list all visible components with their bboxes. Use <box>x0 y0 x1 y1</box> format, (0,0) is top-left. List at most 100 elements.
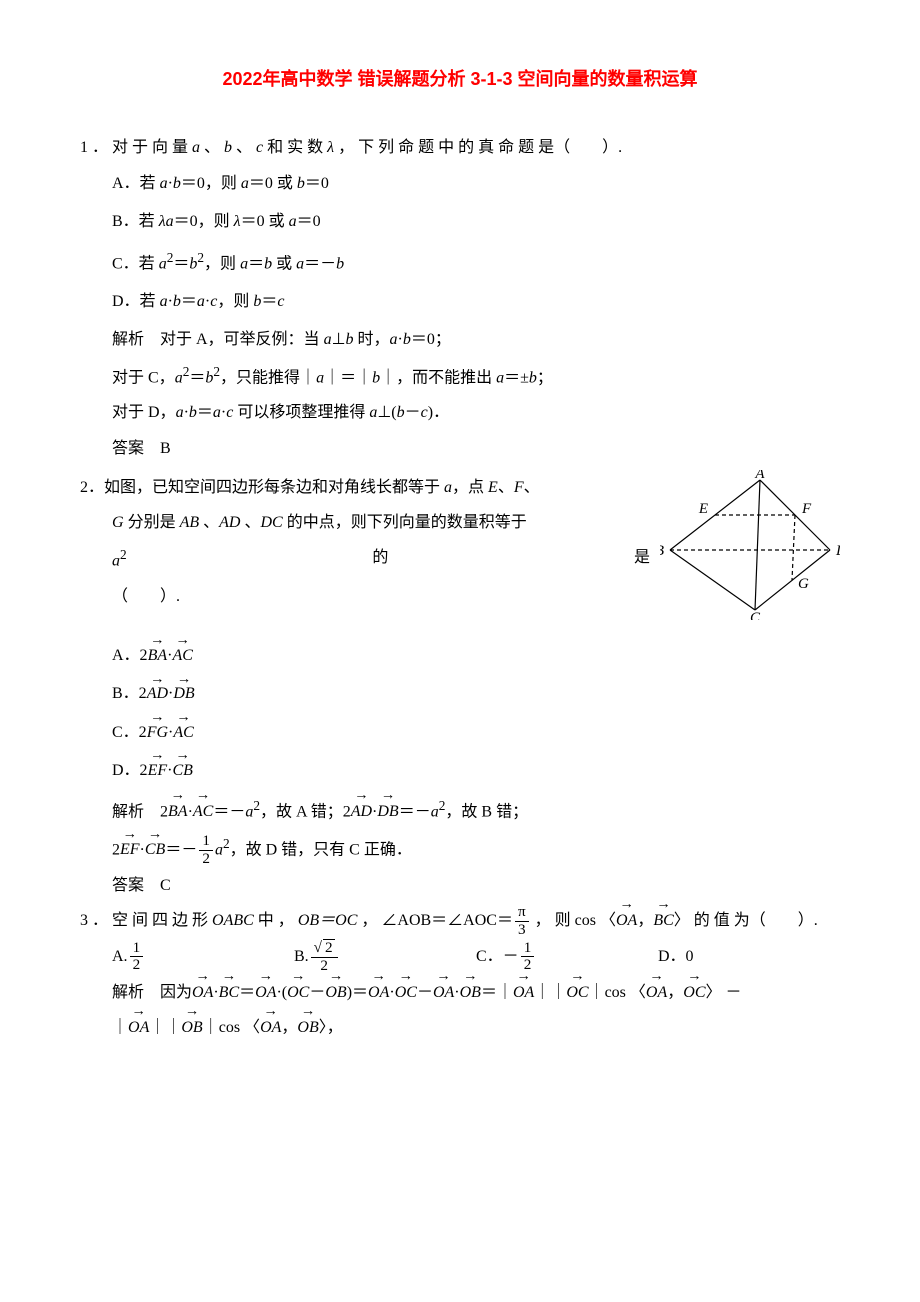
q3-analysis-2: ｜OA｜｜OB｜cos 〈OA，OB〉， <box>80 1010 840 1045</box>
q1-stem: 1 ． 对 于 向 量 a 、 b 、 c 和 实 数 λ ， 下 列 命 题 … <box>80 130 840 165</box>
var: a <box>213 404 221 421</box>
vec: OA <box>128 1010 149 1045</box>
var-a: a <box>192 139 200 156</box>
var: a <box>166 213 174 230</box>
var: a <box>324 331 332 348</box>
txt: ，则 <box>204 255 240 272</box>
txt: ＝0 或 <box>249 175 297 192</box>
var: a <box>159 255 167 272</box>
var-b: b <box>224 139 232 156</box>
var: DC <box>260 514 282 531</box>
txt: ｜ <box>165 1019 181 1036</box>
q2-stem: 2．如图，已知空间四边形每条边和对角线长都等于 a，点 E、F、 <box>80 470 650 505</box>
question-2: 2．如图，已知空间四边形每条边和对角线长都等于 a，点 E、F、 G 分别是 A… <box>80 470 840 633</box>
vec: OA <box>646 975 667 1010</box>
vec: EF <box>148 752 168 790</box>
txt: 时， <box>354 331 390 348</box>
txt: 中 ， <box>254 912 298 929</box>
txt: ｜＝｜ <box>324 369 372 386</box>
txt: 对于 D， <box>112 404 176 421</box>
txt: ， <box>667 984 683 1001</box>
num: 2 <box>323 939 335 957</box>
txt: 、 <box>524 479 540 496</box>
txt: 〉 <box>706 984 722 1001</box>
vec: OB <box>325 975 346 1010</box>
lbl-a: A <box>754 470 765 482</box>
vec: BA <box>168 794 188 829</box>
var: λ <box>159 213 166 230</box>
var: a <box>369 404 377 421</box>
var: a <box>390 331 398 348</box>
txt: D．2 <box>112 762 148 779</box>
txt: 或 <box>272 255 296 272</box>
var: a <box>431 803 439 820</box>
num: π <box>515 904 529 922</box>
vec: AD <box>351 794 372 829</box>
q2-answer: 答案 C <box>80 868 840 903</box>
txt: ｜ <box>149 1019 165 1036</box>
txt: ，则 <box>217 293 253 310</box>
vec: OC <box>395 975 417 1010</box>
txt: 1 ． 对 于 向 量 <box>80 139 192 156</box>
txt: ＝ <box>352 984 368 1001</box>
txt: ，故 B 错； <box>445 803 528 820</box>
q2-stem2: G 分别是 AB 、AD 、DC 的中点，则下列向量的数量积等于 <box>80 505 650 540</box>
txt: ｜ <box>550 984 566 1001</box>
vec: EF <box>120 832 140 867</box>
txt: ＝0； <box>411 331 451 348</box>
txt: ｜，而不能推出 <box>380 369 496 386</box>
txt: 〉 的 值 为（ ）. <box>674 912 818 929</box>
txt: ＝ <box>481 984 497 1001</box>
q2-stem3: a2的是 <box>80 540 650 579</box>
txt: 3 ． 空 间 四 边 形 <box>80 912 212 929</box>
var: a <box>444 479 452 496</box>
txt: D．若 <box>112 293 160 310</box>
txt: ＝－ <box>213 803 245 820</box>
var: a <box>296 255 304 272</box>
vec: OA <box>368 975 389 1010</box>
vec: BC <box>653 903 673 938</box>
question-3: 3 ． 空 间 四 边 形 OABC 中 ， OB＝OC ， ∠AOB＝∠AOC… <box>80 903 840 1045</box>
txt: ． <box>433 404 449 421</box>
vec: OA <box>260 1010 281 1045</box>
lbl-c: C <box>750 610 761 620</box>
var: E <box>488 479 498 496</box>
q3-stem: 3 ． 空 间 四 边 形 OABC 中 ， OB＝OC ， ∠AOB＝∠AOC… <box>80 903 840 939</box>
var: a <box>215 841 223 858</box>
var: F <box>514 479 524 496</box>
txt: C．若 <box>112 255 159 272</box>
txt: C．2 <box>112 724 147 741</box>
txt: ， 则 cos 〈 <box>531 912 616 929</box>
q1-answer: 答案 B <box>80 431 840 466</box>
txt: － <box>417 984 433 1001</box>
txt: A. <box>112 948 128 965</box>
txt: 分别是 <box>124 514 180 531</box>
var: b <box>397 404 405 421</box>
txt: 解析 2 <box>112 803 168 820</box>
var: b <box>297 175 305 192</box>
den: 2 <box>130 957 144 974</box>
txt: ∠AOB＝∠AOC＝ <box>381 912 513 929</box>
vec: OC <box>566 975 588 1010</box>
var: AB <box>180 514 200 531</box>
vec: OA <box>616 903 637 938</box>
txt: ＝0，则 <box>174 213 234 230</box>
var: b <box>372 369 380 386</box>
lbl-b: B <box>660 543 664 559</box>
var: a <box>160 175 168 192</box>
q2-analysis-2: 2EF·CB＝－12a2，故 D 错，只有 C 正确． <box>80 829 840 868</box>
q2-figure: A B C D E F G <box>660 470 840 633</box>
vec: AC <box>193 794 213 829</box>
q1-analysis-d: 对于 D，a·b＝a·c 可以移项整理推得 a⊥(b－c)． <box>80 395 840 430</box>
var: OB＝OC <box>298 912 358 929</box>
txt: ＝ <box>239 984 255 1001</box>
var: λ <box>234 213 241 230</box>
vec: OB <box>297 1010 318 1045</box>
txt: ，点 <box>452 479 488 496</box>
var: b <box>403 331 411 348</box>
vec: CB <box>145 832 165 867</box>
txt: － <box>722 984 742 1001</box>
num: 1 <box>130 940 144 958</box>
var: b <box>173 175 181 192</box>
txt: 解析 因为 <box>112 984 192 1001</box>
